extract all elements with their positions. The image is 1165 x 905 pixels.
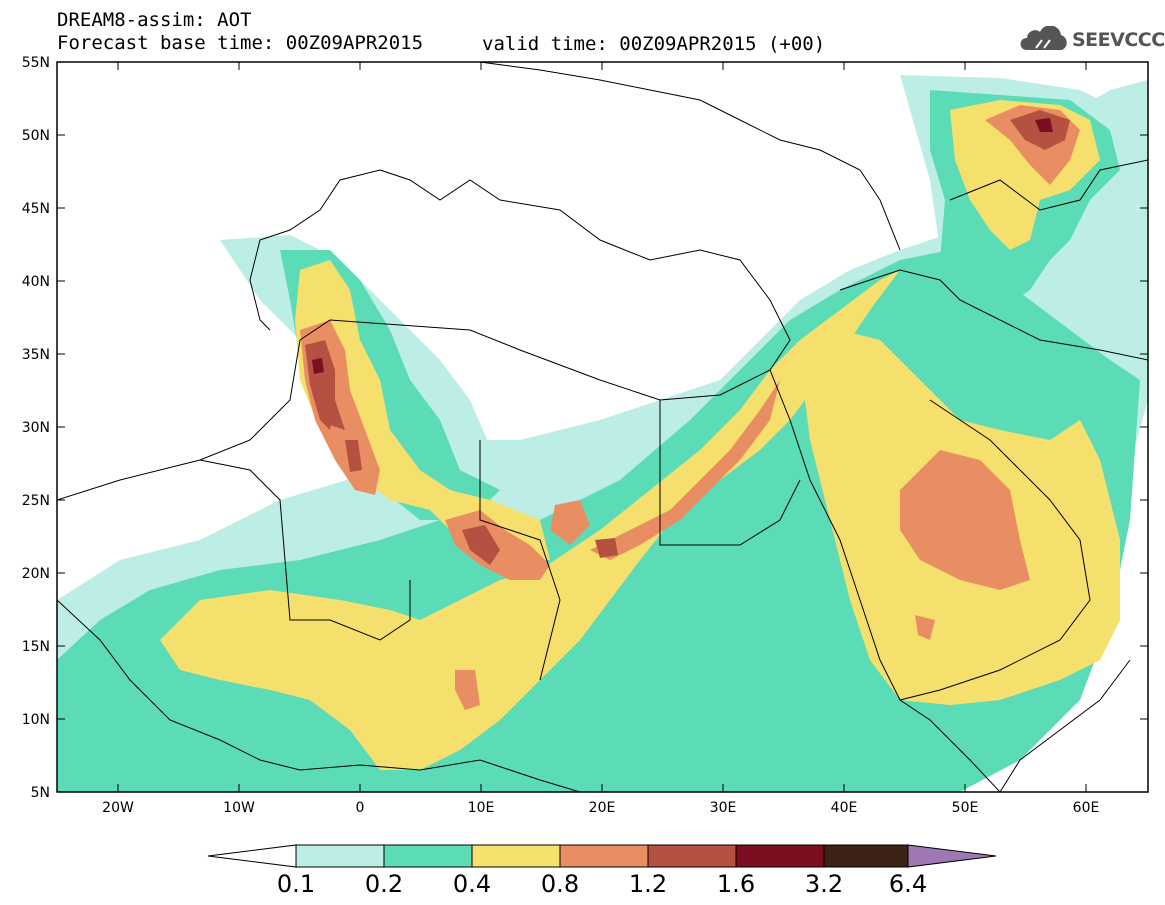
- lon-label: 0: [356, 800, 365, 816]
- colorbar-segment: [823, 844, 909, 868]
- lat-label: 15N: [22, 639, 50, 655]
- lat-label: 45N: [22, 201, 50, 217]
- colorbar-label: 0.8: [540, 870, 580, 898]
- colorbar: [207, 844, 997, 868]
- lat-label: 10N: [22, 712, 50, 728]
- colorbar-under: [207, 844, 297, 868]
- lat-label: 55N: [22, 55, 50, 71]
- lat-label: 40N: [22, 274, 50, 290]
- lat-label: 35N: [22, 347, 50, 363]
- lon-label: 20E: [589, 800, 616, 816]
- colorbar-label: 0.2: [364, 870, 404, 898]
- lat-label: 30N: [22, 420, 50, 436]
- logo-text: SEEVCCC: [1072, 29, 1165, 51]
- coastlines: [57, 62, 1148, 792]
- cloud-icon: [1020, 26, 1067, 50]
- lat-label: 50N: [22, 128, 50, 144]
- valid-time: valid time: 00Z09APR2015 (+00): [482, 33, 826, 55]
- lat-label: 25N: [22, 493, 50, 509]
- colorbar-label: 0.1: [276, 870, 316, 898]
- colorbar-segment: [559, 844, 649, 868]
- colorbar-segment: [383, 844, 473, 868]
- colorbar-label: 3.2: [804, 870, 844, 898]
- colorbar-segment: [735, 844, 825, 868]
- lon-label: 10W: [223, 800, 255, 816]
- lat-label: 5N: [31, 785, 50, 801]
- colorbar-label: 1.2: [628, 870, 668, 898]
- lon-label: 20W: [102, 800, 134, 816]
- lon-label: 50E: [952, 800, 979, 816]
- colorbar-segment: [295, 844, 385, 868]
- colorbar-segment: [471, 844, 561, 868]
- forecast-base-time: Forecast base time: 00Z09APR2015: [57, 32, 424, 54]
- lon-label: 10E: [468, 800, 495, 816]
- lon-label: 40E: [831, 800, 858, 816]
- lon-label: 30E: [710, 800, 737, 816]
- colorbar-label: 6.4: [888, 870, 928, 898]
- map-title: DREAM8-assim: AOT: [57, 9, 252, 31]
- lon-label: 60E: [1073, 800, 1100, 816]
- colorbar-label: 0.4: [452, 870, 492, 898]
- colorbar-segment: [647, 844, 737, 868]
- colorbar-over: [907, 844, 997, 868]
- lat-label: 20N: [22, 566, 50, 582]
- colorbar-label: 1.6: [716, 870, 756, 898]
- aot-field-1.6: [312, 118, 1053, 374]
